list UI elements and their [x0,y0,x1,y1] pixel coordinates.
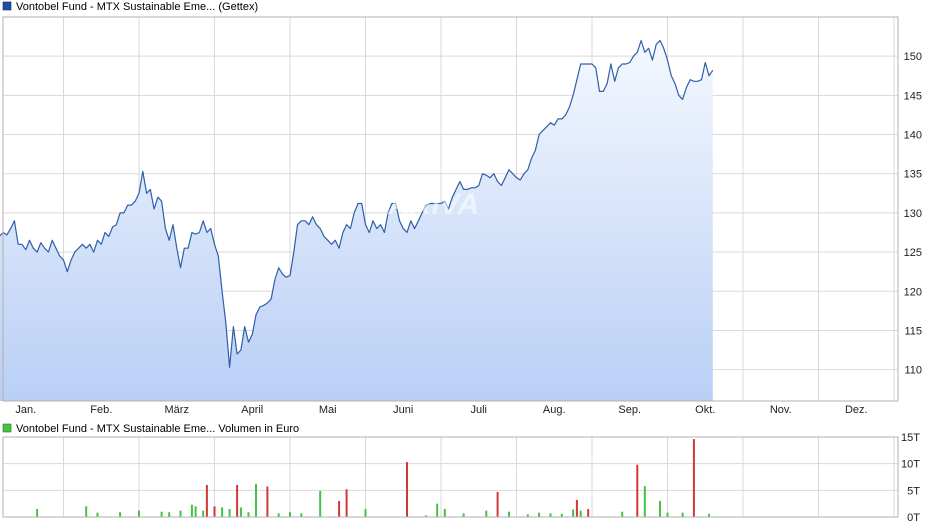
y-tick-label: 110 [904,365,922,377]
volume-bar [345,489,348,517]
volume-bar [621,511,624,517]
volume-bar [319,490,322,517]
y-tick-label: 145 [904,90,922,102]
price-line [0,39,714,368]
price-x-axis: Jan. Feb. März April Mai Juni Juli Aug. Sep. Okt.… [15,404,867,416]
volume-bar [194,506,197,517]
x-tick-label: Okt. [695,404,715,416]
volume-bar [179,510,182,517]
volume-bar [228,509,231,517]
volume-bar [289,512,291,517]
volume-grid [3,436,898,517]
volume-bar [406,462,408,517]
volume-bar [266,486,269,517]
volume-bar [549,513,552,517]
volume-y-tick-label: 0T [907,512,920,524]
volume-bar [96,512,99,517]
volume-bar [255,483,257,517]
volume-bar [587,509,590,517]
volume-y-tick-label: 10T [901,459,920,471]
x-tick-label: Aug. [543,404,566,416]
volume-y-tick-label: 5T [907,485,920,497]
volume-bar [119,512,122,517]
x-tick-label: Jan. [15,404,36,416]
x-tick-label: Juni [393,404,413,416]
volume-bar [692,439,695,517]
ariva-watermark: ARIVA [387,188,479,221]
volume-bar [681,512,684,517]
volume-bar [338,501,341,517]
volume-bar [205,485,208,517]
volume-bar [462,513,465,517]
x-tick-label: Dez. [845,404,868,416]
x-tick-label: April [241,404,263,416]
volume-bar [579,510,582,517]
volume-bar [213,506,216,517]
price-plot-frame [2,16,899,402]
x-tick-label: Sep. [618,404,641,416]
volume-bar [636,464,639,517]
price-y-axis: 110 115 120 125 130 135 140 145 150 [904,51,922,376]
price-legend-swatch [2,1,12,11]
volume-bar [190,504,193,517]
y-tick-label: 150 [904,51,922,63]
volume-bar [526,514,529,517]
volume-bar [277,513,280,517]
volume-legend-text: Vontobel Fund - MTX Sustainable Eme... V… [16,423,299,435]
x-tick-label: März [165,404,189,416]
volume-bars [36,439,710,517]
y-tick-label: 135 [904,169,922,181]
volume-bar [364,509,367,517]
x-tick-label: Juli [470,404,487,416]
y-tick-label: 140 [904,130,922,142]
volume-bar [424,515,427,517]
volume-bar [560,513,563,517]
volume-bar [508,511,510,517]
y-tick-label: 115 [904,325,922,337]
x-tick-label: Mai [319,404,337,416]
volume-bar [496,491,499,517]
volume-y-axis: 0T 5T 10T 15T [901,432,920,524]
volume-bar [666,512,669,517]
volume-bar [443,509,446,517]
y-tick-label: 130 [904,208,922,220]
price-area [0,39,714,401]
volume-bar [85,506,88,517]
volume-bar [239,507,242,517]
volume-bar [300,513,303,517]
price-legend-text: Vontobel Fund - MTX Sustainable Eme... (… [16,1,258,13]
x-tick-label: Feb. [90,404,112,416]
volume-bar [247,512,250,517]
volume-bar [572,509,575,517]
volume-legend-swatch [2,423,12,433]
volume-bar [538,512,541,517]
volume-bar [575,499,578,517]
x-tick-label: Nov. [770,404,792,416]
volume-bar [202,510,205,517]
volume-bar [138,510,140,517]
volume-bar [485,510,488,517]
price-area-fill [0,40,713,401]
y-tick-label: 120 [904,286,922,298]
volume-bar [708,513,710,517]
volume-bar [36,509,39,517]
volume-bar [659,501,661,517]
volume-bar [221,507,224,517]
volume-bar [160,511,163,517]
volume-bar [643,486,646,517]
volume-bar [436,503,439,517]
volume-bar [236,485,239,517]
volume-bar [168,512,171,517]
y-tick-label: 125 [904,247,922,259]
volume-y-tick-label: 15T [901,432,920,444]
volume-plot-frame [2,436,899,518]
